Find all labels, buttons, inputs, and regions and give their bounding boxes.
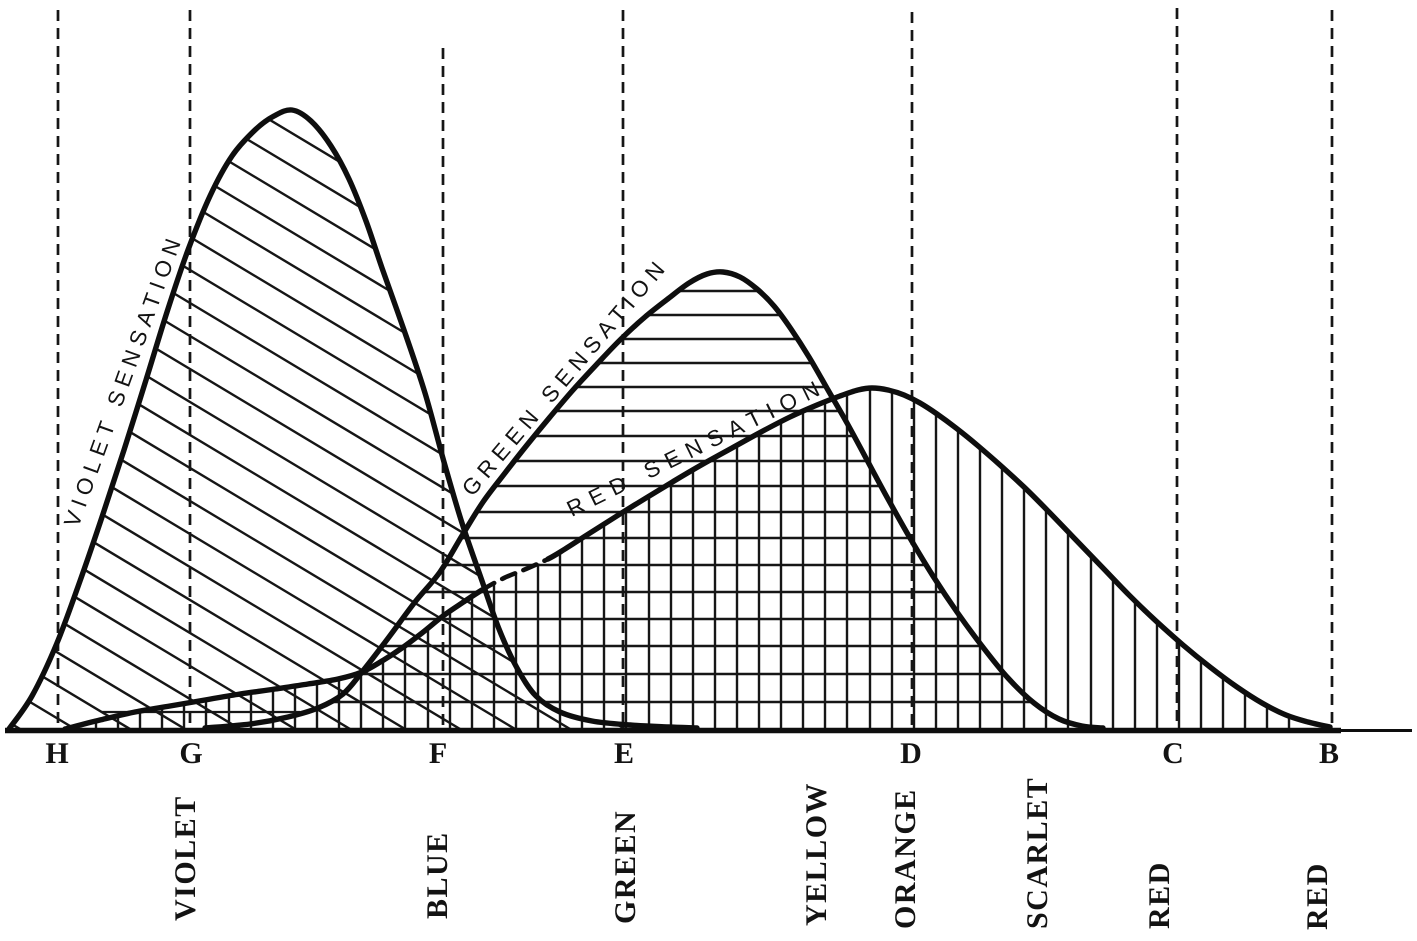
svg-text:RED: RED — [1143, 861, 1176, 929]
svg-text:ORANGE: ORANGE — [889, 788, 922, 929]
svg-text:F: F — [429, 737, 447, 770]
svg-text:E: E — [614, 737, 634, 770]
svg-text:B: B — [1319, 737, 1339, 770]
svg-text:H: H — [45, 737, 68, 770]
svg-text:GREEN: GREEN — [609, 810, 642, 924]
svg-text:SCARLET: SCARLET — [1021, 777, 1054, 929]
svg-text:G: G — [179, 737, 202, 770]
svg-text:VIOLET: VIOLET — [169, 795, 202, 921]
svg-text:C: C — [1162, 737, 1184, 770]
svg-text:YELLOW: YELLOW — [800, 782, 833, 926]
svg-text:BLUE: BLUE — [421, 831, 454, 919]
svg-text:D: D — [900, 737, 922, 770]
svg-text:RED: RED — [1301, 862, 1334, 930]
